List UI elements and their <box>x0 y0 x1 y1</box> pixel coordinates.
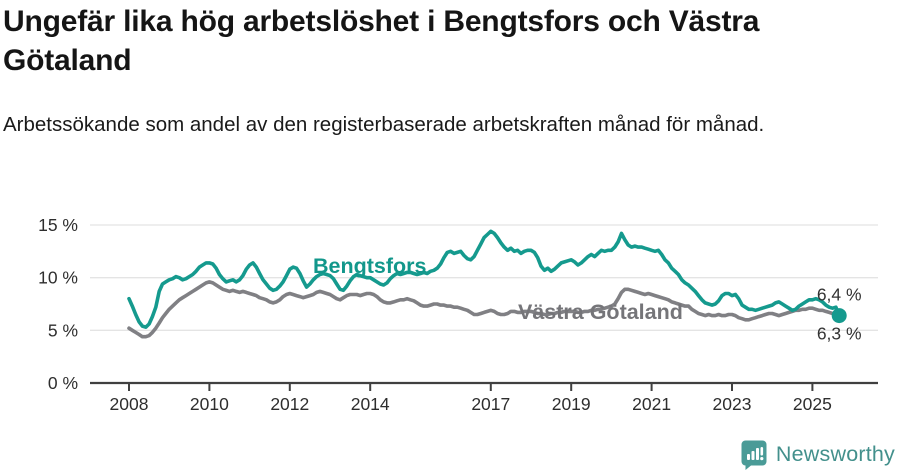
v-stra-g-taland-line <box>127 280 842 339</box>
x-tick-label: 2010 <box>190 394 229 414</box>
v-stra-g-taland-series-label: Västra Götaland <box>518 300 683 324</box>
x-tick-label: 2019 <box>552 394 591 414</box>
series-end-dot <box>831 308 847 324</box>
x-tick-label: 2025 <box>793 394 832 414</box>
x-tick-label: 2014 <box>351 394 390 414</box>
x-tick-label: 2017 <box>471 394 510 414</box>
bengtsfors-series-label: Bengtsfors <box>313 254 427 278</box>
y-tick-label: 10 % <box>38 268 78 288</box>
x-tick-label: 2008 <box>110 394 149 414</box>
x-tick-label: 2023 <box>713 394 752 414</box>
bengtsfors-line <box>127 229 842 330</box>
y-tick-label: 15 % <box>38 215 78 235</box>
y-tick-label: 5 % <box>48 320 78 340</box>
page-title: Ungefär lika hög arbetslöshet i Bengtsfo… <box>3 5 760 77</box>
chart-subtitle: Arbetssökande som andel av den registerb… <box>3 113 765 136</box>
newsworthy-logo[interactable]: Newsworthy <box>740 439 895 470</box>
x-tick-label: 2012 <box>270 394 309 414</box>
bar-chart-speech-bubble-icon <box>740 439 768 470</box>
bengtsfors-end-value-label: 6,4 % <box>817 285 862 305</box>
x-tick-label: 2021 <box>632 394 671 414</box>
y-tick-label: 0 % <box>48 373 78 393</box>
v-stra-g-taland-end-value-label: 6,3 % <box>817 324 862 344</box>
brand-name: Newsworthy <box>775 442 895 466</box>
